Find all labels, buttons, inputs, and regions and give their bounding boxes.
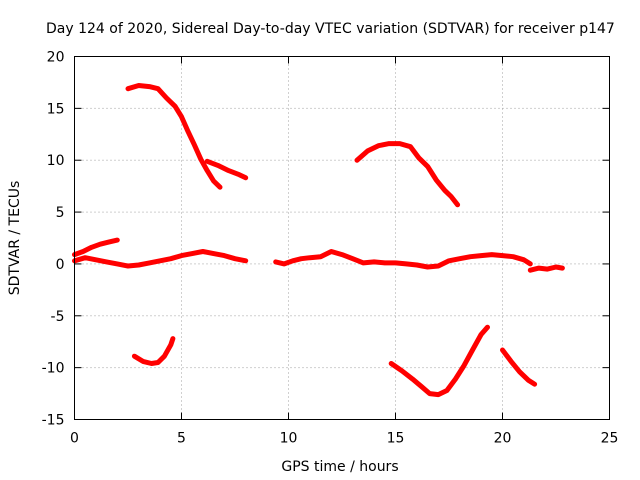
series-group	[72, 83, 565, 398]
y-tick-label: -15	[42, 413, 65, 429]
y-tick-label: 10	[47, 153, 65, 169]
series-arc-2	[72, 249, 249, 269]
x-tick-label: 5	[177, 431, 186, 447]
chart-title: Day 124 of 2020, Sidereal Day-to-day VTE…	[46, 21, 615, 37]
series-arc-6	[273, 249, 533, 270]
series-arc-5	[131, 336, 176, 366]
series-arc-3	[125, 83, 223, 190]
x-tick-label: 10	[280, 431, 298, 447]
y-tick-label: -10	[42, 361, 65, 377]
series-arc-4	[204, 158, 249, 181]
series-arc-1	[72, 237, 120, 258]
y-tick-label: 15	[47, 101, 65, 117]
series-arc-7	[527, 264, 565, 273]
y-tick-label: 20	[47, 50, 65, 66]
y-tick-label: 0	[56, 257, 65, 273]
x-tick-label: 25	[601, 431, 619, 447]
series-arc-8	[354, 141, 461, 208]
y-axis-label: SDTVAR / TECUs	[7, 181, 23, 296]
x-tick-label: 15	[387, 431, 405, 447]
x-tick-label: 0	[70, 431, 79, 447]
axis-ticks: 0 5 10 15 20 25 -15 -10 -5 0 5 10 15 20	[42, 50, 619, 447]
x-axis-label: GPS time / hours	[281, 459, 398, 475]
series-arc-10	[500, 347, 538, 387]
x-tick-label: 20	[494, 431, 512, 447]
y-tick-label: -5	[51, 309, 65, 325]
y-tick-label: 5	[56, 205, 65, 221]
series-arc-9	[388, 324, 490, 398]
plot-area-frame	[74, 56, 610, 420]
